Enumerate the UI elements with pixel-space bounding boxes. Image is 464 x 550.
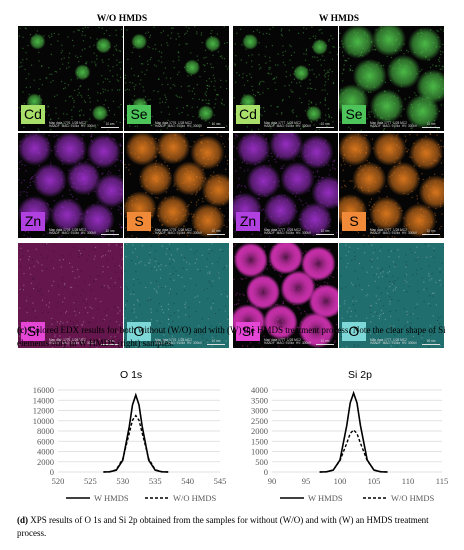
- x-tick-label: 545: [214, 476, 227, 486]
- scale-bar: 10 nm: [316, 229, 334, 235]
- edx-map-w-o: O Map data 1777 1/28 MC2 HAADF MAG: 910kx…: [339, 243, 444, 348]
- x-tick-label: 535: [149, 476, 162, 486]
- x-tick-label: 540: [181, 476, 194, 486]
- scale-bar: 10 nm: [422, 229, 440, 235]
- caption-d-text: XPS results of O 1s and Si 2p obtained f…: [17, 515, 429, 538]
- edx-map-wo-cd: Cd Map data 1776 1/28 MC2 HAADF MAG: 910k…: [18, 26, 123, 131]
- map-metadata: Map data 1777 1/28 MC2 HAADF MAG: 910kx …: [264, 120, 312, 129]
- edx-map-w-cd: Cd Map data 1777 1/28 MC2 HAADF MAG: 910k…: [233, 26, 338, 131]
- map-metadata: Map data 1777 1/28 MC2 HAADF MAG: 910kx …: [370, 120, 418, 129]
- scale-bar: 10 nm: [207, 229, 225, 235]
- scale-bar: 10 nm: [101, 229, 119, 235]
- element-label-zn: Zn: [236, 212, 260, 231]
- scale-bar: 10 nm: [207, 122, 225, 128]
- series-line: [103, 392, 169, 473]
- y-tick-label: 1500: [251, 436, 268, 446]
- legend-label: W HMDS: [308, 493, 343, 503]
- edx-map-w-si: Si Map data 1777 1/28 MC2 HAADF MAG: 910k…: [233, 243, 338, 348]
- element-label-si: Si: [21, 322, 45, 341]
- map-metadata: Map data 1777 1/28 MC2 HAADF MAG: 910kx …: [370, 227, 418, 236]
- x-tick-label: 95: [302, 476, 311, 486]
- element-label-se: Se: [127, 105, 151, 124]
- element-label-o: O: [127, 322, 151, 341]
- header-w-hmds: W HMDS: [318, 14, 360, 24]
- legend-label: W HMDS: [94, 493, 129, 503]
- map-metadata: Map data 1776 1/28 MC2 HAADF MAG: 910kx …: [49, 227, 97, 236]
- edx-map-wo-zn: Zn Map data 1776 1/28 MC2 HAADF MAG: 910k…: [18, 133, 123, 238]
- caption-c-tag: (c): [17, 325, 27, 335]
- y-tick-label: 14000: [33, 395, 54, 405]
- map-metadata: Map data 1776 1/28 MC2 HAADF MAG: 910kx …: [155, 120, 203, 129]
- caption-d: (d) XPS results of O 1s and Si 2p obtain…: [17, 514, 449, 540]
- y-tick-label: 3000: [251, 406, 268, 416]
- x-tick-label: 525: [84, 476, 97, 486]
- element-label-o: O: [342, 322, 366, 341]
- y-tick-label: 0: [50, 467, 54, 477]
- y-tick-label: 6000: [37, 436, 54, 446]
- edx-map-wo-o: O Map data 1776 1/28 MC2 HAADF MAG: 910kx…: [124, 243, 229, 348]
- x-tick-label: 100: [334, 476, 347, 486]
- scale-bar: 10 nm: [207, 339, 225, 345]
- edx-map-wo-s: S Map data 1776 1/28 MC2 HAADF MAG: 910kx…: [124, 133, 229, 238]
- y-tick-label: 0: [264, 467, 268, 477]
- edx-map-wo-si: Si Map data 1776 1/28 MC2 HAADF MAG: 910k…: [18, 243, 123, 348]
- y-tick-label: 2000: [37, 457, 54, 467]
- element-label-s: S: [342, 212, 366, 231]
- scale-bar: 10 nm: [422, 339, 440, 345]
- header-wo-hmds: W/O HMDS: [96, 14, 148, 24]
- scale-bar: 10 nm: [316, 339, 334, 345]
- x-tick-label: 110: [402, 476, 414, 486]
- scale-bar: 10 nm: [316, 122, 334, 128]
- map-metadata: Map data 1776 1/28 MC2 HAADF MAG: 910kx …: [155, 227, 203, 236]
- x-tick-label: 530: [116, 476, 129, 486]
- y-tick-label: 10000: [33, 416, 54, 426]
- chart-o1s-title: O 1s: [120, 369, 143, 381]
- y-tick-label: 16000: [33, 385, 54, 395]
- element-label-s: S: [127, 212, 151, 231]
- element-label-si: Si: [236, 322, 260, 341]
- series-line: [103, 414, 169, 473]
- x-tick-label: 90: [268, 476, 277, 486]
- legend-label: W/O HMDS: [391, 493, 434, 503]
- map-metadata: Map data 1776 1/28 MC2 HAADF MAG: 910kx …: [49, 120, 97, 129]
- y-tick-label: 1000: [251, 447, 268, 457]
- caption-c-text: Colored EDX results for both without (W/…: [17, 325, 446, 348]
- x-tick-label: 105: [368, 476, 381, 486]
- edx-map-wo-se: Se Map data 1776 1/28 MC2 HAADF MAG: 910k…: [124, 26, 229, 131]
- element-label-cd: Cd: [236, 105, 260, 124]
- x-tick-label: 520: [52, 476, 65, 486]
- edx-map-w-zn: Zn Map data 1777 1/28 MC2 HAADF MAG: 910k…: [233, 133, 338, 238]
- edx-map-w-se: Se Map data 1777 1/28 MC2 HAADF MAG: 910k…: [339, 26, 444, 131]
- y-tick-label: 2500: [251, 416, 268, 426]
- edx-map-w-s: S Map data 1777 1/28 MC2 HAADF MAG: 910kx…: [339, 133, 444, 238]
- y-tick-label: 8000: [37, 426, 54, 436]
- element-label-se: Se: [342, 105, 366, 124]
- caption-c: (c) Colored EDX results for both without…: [17, 324, 449, 350]
- scale-bar: 10 nm: [422, 122, 440, 128]
- map-metadata: Map data 1776 1/28 MC2 HAADF MAG: 910kx …: [155, 337, 203, 346]
- map-metadata: Map data 1776 1/28 MC2 HAADF MAG: 910kx …: [49, 337, 97, 346]
- element-label-cd: Cd: [21, 105, 45, 124]
- caption-d-tag: (d): [17, 515, 28, 525]
- y-tick-label: 12000: [33, 406, 54, 416]
- y-tick-label: 2000: [251, 426, 268, 436]
- y-tick-label: 500: [255, 457, 268, 467]
- series-line: [319, 390, 388, 473]
- map-metadata: Map data 1777 1/28 MC2 HAADF MAG: 910kx …: [370, 337, 418, 346]
- map-metadata: Map data 1777 1/28 MC2 HAADF MAG: 910kx …: [264, 337, 312, 346]
- x-tick-label: 115: [436, 476, 448, 486]
- y-tick-label: 3500: [251, 395, 268, 405]
- scale-bar: 10 nm: [101, 339, 119, 345]
- map-metadata: Map data 1777 1/28 MC2 HAADF MAG: 910kx …: [264, 227, 312, 236]
- chart-si2p-title: Si 2p: [348, 369, 372, 381]
- legend-label: W/O HMDS: [173, 493, 216, 503]
- scale-bar: 10 nm: [101, 122, 119, 128]
- series-line: [319, 428, 388, 473]
- y-tick-label: 4000: [37, 447, 54, 457]
- y-tick-label: 4000: [251, 385, 268, 395]
- element-label-zn: Zn: [21, 212, 45, 231]
